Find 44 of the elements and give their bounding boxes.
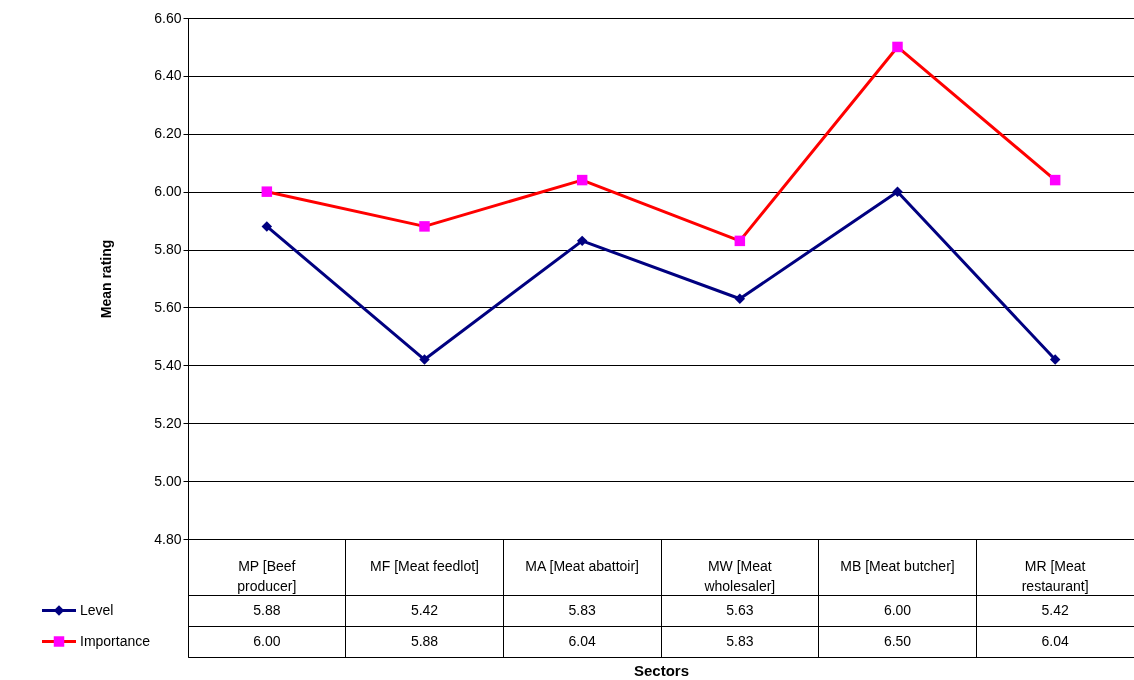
legend-label: Importance <box>80 632 151 649</box>
data-label: 6.50 <box>883 632 912 649</box>
y-tick-label: 6.00 <box>154 183 182 200</box>
x-axis-title: Sectors <box>633 661 690 679</box>
y-tick-label: 5.00 <box>154 472 182 489</box>
point <box>734 293 746 305</box>
data-label: 5.88 <box>253 601 281 618</box>
data-label: 6.00 <box>253 632 281 649</box>
point <box>261 186 273 197</box>
x-tick-label: MF [Meat feedlot] <box>370 558 479 574</box>
point <box>261 221 273 232</box>
x-tick-label: MB [Meat butcher] <box>840 558 955 574</box>
point <box>734 235 746 247</box>
y-tick-label: 5.40 <box>154 356 182 373</box>
point <box>419 354 430 365</box>
data-label: 5.42 <box>410 601 439 618</box>
data-label: 6.04 <box>568 632 596 649</box>
data-label: 6.00 <box>883 601 912 618</box>
y-tick-label: 6.60 <box>154 9 182 26</box>
point <box>892 41 903 53</box>
y-axis-title: Mean rating <box>98 239 115 319</box>
data-label: 6.04 <box>1041 632 1069 649</box>
point <box>1049 354 1061 365</box>
y-tick-label: 5.20 <box>154 414 182 431</box>
x-tick-label: MW [Meat wholesaler] <box>703 558 776 594</box>
legend-label: Level <box>80 601 114 618</box>
data-label: 5.83 <box>568 601 596 618</box>
data-label: 5.83 <box>726 632 754 649</box>
data-label: 5.88 <box>410 632 439 649</box>
point <box>419 221 430 232</box>
point <box>892 186 903 197</box>
point <box>1049 174 1061 186</box>
x-tick-label: MA [Meat abattoir] <box>525 558 639 574</box>
y-tick-label: 6.40 <box>154 67 182 84</box>
y-tick-label: 5.80 <box>154 241 182 258</box>
y-tick-label: 6.20 <box>154 125 182 142</box>
y-tick-label: 4.80 <box>154 530 182 547</box>
data-label: 5.42 <box>1041 601 1069 618</box>
data-label: 5.63 <box>726 601 754 618</box>
y-tick-label: 5.60 <box>154 298 182 315</box>
point <box>576 235 588 247</box>
x-tick-label: MP [Beef producer] <box>237 558 297 594</box>
point <box>576 174 588 186</box>
x-tick-label: MR [Meat restaurant] <box>1021 558 1089 594</box>
